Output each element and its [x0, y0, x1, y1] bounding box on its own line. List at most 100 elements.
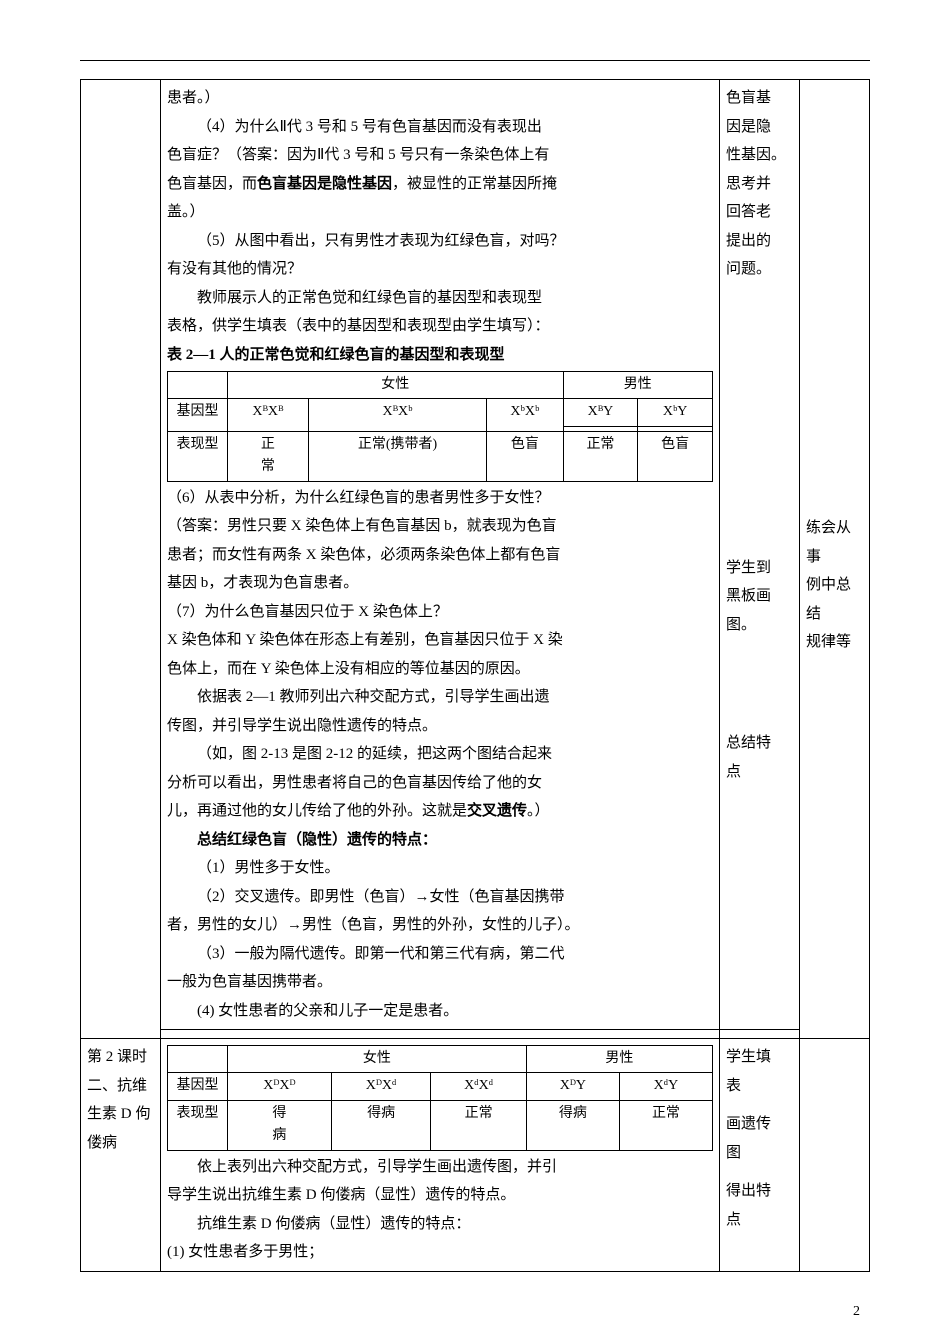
text: 色盲症？（答案：因为Ⅱ代 3 号和 5 号只有一条染色体上有 [167, 141, 713, 170]
cell-male: 男性 [563, 372, 712, 399]
text: 问题。 [726, 255, 793, 284]
text: 患者；而女性有两条 X 染色体，必须两条染色体上都有色盲 [167, 541, 713, 570]
text: 色体上，而在 Y 染色体上没有相应的等位基因的原因。 [167, 655, 713, 684]
cell-geno-label: 基因型 [168, 399, 228, 431]
left-cell-empty [81, 80, 161, 1039]
right-column-cell-2 [720, 1030, 800, 1039]
text: 表格，供学生填表（表中的基因型和表现型由学生填写）： [167, 312, 713, 341]
cell: XᴮXᴮ [228, 399, 309, 431]
text: (4) 女性患者的父亲和儿子一定是患者。 [167, 997, 713, 1026]
main-content-cell-3: 女性 男性 基因型 XᴰXᴰ XᴰXᵈ XᵈXᵈ XᴰY XᵈY 表现型 得 病… [161, 1039, 720, 1272]
cell: 色盲 [487, 431, 563, 481]
table-row: 患者。） （4）为什么Ⅱ代 3 号和 5 号有色盲基因而没有表现出 色盲症？（答… [81, 80, 870, 1030]
cell: 正常(携带者) [308, 431, 486, 481]
cell: XᴰY [526, 1073, 619, 1100]
text: 。） [527, 803, 550, 819]
main-content-cell-1: 患者。） （4）为什么Ⅱ代 3 号和 5 号有色盲基因而没有表现出 色盲症？（答… [161, 80, 720, 1030]
text: 生素 D 佝 [87, 1100, 154, 1129]
text: 患者。） [167, 84, 713, 113]
table-row: 女性 男性 [168, 372, 713, 399]
far-right-cell-2 [800, 1039, 870, 1272]
text: （3）一般为隔代遗传。即第一代和第三代有病，第二代 [167, 940, 713, 969]
page-number: 2 [853, 1304, 860, 1320]
cell: 正常 [619, 1100, 712, 1150]
table-row: 第 2 课时 二、抗维 生素 D 佝 偻病 女性 男性 基因型 XᴰXᴰ XᴰX… [81, 1039, 870, 1272]
right-column-cell-1: 色盲基 因是隐 性基因。 思考并 回答老 提出的 问题。 学生到 黑板画 图。 … [720, 80, 800, 1030]
cell: 正 常 [228, 431, 309, 481]
text: （答案：男性只要 X 染色体上有色盲基因 b，就表现为色盲 [167, 512, 713, 541]
text: 正 [261, 437, 275, 452]
cell: XᴮY [563, 399, 638, 426]
text: 总结特 [726, 729, 793, 758]
cell-female: 女性 [228, 372, 564, 399]
text: 基因 b，才表现为色盲患者。 [167, 569, 713, 598]
cell: 正常 [563, 431, 638, 481]
genotype-table-2: 女性 男性 基因型 XᴰXᴰ XᴰXᵈ XᵈXᵈ XᴰY XᵈY 表现型 得 病… [167, 1045, 713, 1151]
cell: 得病 [331, 1100, 431, 1150]
main-content-cell-2 [161, 1030, 720, 1039]
text: 分析可以看出，男性患者将自己的色盲基因传给了他的女 [167, 769, 713, 798]
left-cell-lesson2: 第 2 课时 二、抗维 生素 D 佝 偻病 [81, 1039, 161, 1272]
bold-text: 色盲基因是隐性基因 [257, 176, 392, 192]
text: X 染色体和 Y 染色体在形态上有差别，色盲基因只位于 X 染 [167, 626, 713, 655]
table-row [81, 1030, 870, 1039]
text: 性基因。 [726, 141, 793, 170]
cell: 正常 [431, 1100, 526, 1150]
text: 教师展示人的正常色觉和红绿色盲的基因型和表现型 [167, 284, 713, 313]
header-rule [80, 60, 870, 61]
table-row: 女性 男性 [168, 1046, 713, 1073]
text: 学生填 [726, 1043, 793, 1072]
text: 儿，再通过他的女儿传给了他的外孙。这就是 [167, 803, 467, 819]
table-title: 表 2—1 人的正常色觉和红绿色盲的基因型和表现型 [167, 341, 713, 370]
spacer [726, 1167, 793, 1177]
right-column-cell-3: 学生填 表 画遗传 图 得出特 点 [720, 1039, 800, 1272]
text: 盖。） [167, 198, 713, 227]
text: 学生到 [726, 554, 793, 583]
text: 导学生说出抗维生素 D 佝偻病（显性）遗传的特点。 [167, 1181, 713, 1210]
text: 二、抗维 [87, 1072, 154, 1101]
cell-male: 男性 [526, 1046, 712, 1073]
cell: 得 病 [228, 1100, 332, 1150]
table-row: 表现型 正 常 正常(携带者) 色盲 正常 色盲 [168, 431, 713, 481]
genotype-table-1: 女性 男性 基因型 XᴮXᴮ XᴮXᵇ XᵇXᵇ XᴮY XᵇY 表现型 正 常 [167, 371, 713, 482]
cell-empty [168, 1046, 228, 1073]
text: （4）为什么Ⅱ代 3 号和 5 号有色盲基因而没有表现出 [167, 113, 713, 142]
text: ，被显性的正常基因所掩 [392, 176, 557, 192]
cell: XᵇXᵇ [487, 399, 563, 431]
text: 偻病 [87, 1129, 154, 1158]
text: 思考并 [726, 170, 793, 199]
cell-geno-label: 基因型 [168, 1073, 228, 1100]
spacer [726, 1100, 793, 1110]
text: 抗维生素 D 佝偻病（显性）遗传的特点： [167, 1210, 713, 1239]
cell-female: 女性 [228, 1046, 527, 1073]
text: （1）男性多于女性。 [167, 854, 713, 883]
bold-text: 交叉遗传 [467, 803, 527, 819]
text: 规律等 [806, 628, 863, 657]
text: （6）从表中分析，为什么红绿色盲的患者男性多于女性？ [167, 484, 713, 513]
text: 因是隐 [726, 113, 793, 142]
text: 第 2 课时 [87, 1043, 154, 1072]
spacer [806, 84, 863, 514]
text: 得出特 [726, 1177, 793, 1206]
text: 色盲基因，而 [167, 176, 257, 192]
spacer [726, 284, 793, 554]
text: 依上表列出六种交配方式，引导学生画出遗传图，并引 [167, 1153, 713, 1182]
cell: 色盲 [638, 431, 713, 481]
text: 点 [726, 1206, 793, 1235]
text: 提出的 [726, 227, 793, 256]
text: （如，图 2-13 是图 2-12 的延续，把这两个图结合起来 [167, 740, 713, 769]
cell-pheno-label: 表现型 [168, 431, 228, 481]
text: 色盲基 [726, 84, 793, 113]
text: 有没有其他的情况？ [167, 255, 713, 284]
cell: XᵈXᵈ [431, 1073, 526, 1100]
cell-pheno-label: 表现型 [168, 1100, 228, 1150]
cell: XᵇY [638, 399, 713, 426]
text: 图。 [726, 611, 793, 640]
text: 一般为色盲基因携带者。 [167, 968, 713, 997]
text: 依据表 2—1 教师列出六种交配方式，引导学生画出遗 [167, 683, 713, 712]
text: 黑板画 [726, 582, 793, 611]
table-row: 基因型 XᴮXᴮ XᴮXᵇ XᵇXᵇ XᴮY XᵇY [168, 399, 713, 426]
text: 传图，并引导学生说出隐性遗传的特点。 [167, 712, 713, 741]
cell: XᴰXᴰ [228, 1073, 332, 1100]
text: （7）为什么色盲基因只位于 X 染色体上？ [167, 598, 713, 627]
